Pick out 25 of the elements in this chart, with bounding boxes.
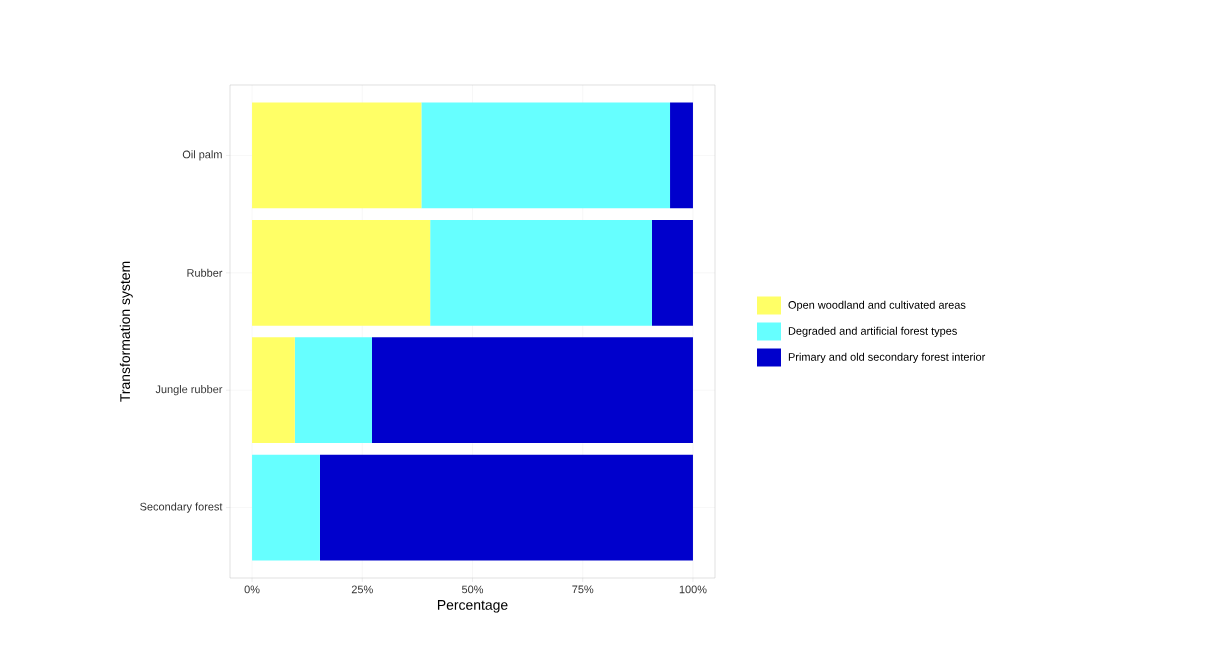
bar [430, 219, 652, 326]
y-tick-label: Secondary forest [140, 502, 223, 513]
x-tick-label: 25% [351, 585, 373, 594]
y-axis-title: Transformation system [119, 261, 133, 402]
bar [319, 454, 693, 561]
y-tick-label: Jungle rubber [155, 385, 223, 396]
x-tick-label: 50% [461, 585, 484, 594]
x-tick-label: 75% [572, 585, 594, 594]
bar [252, 102, 422, 209]
x-axis-title: Percentage [437, 600, 508, 613]
bar [252, 219, 431, 326]
bar [371, 337, 693, 444]
bar [651, 219, 693, 326]
legend-label: Degraded and artificial forest types [788, 326, 957, 337]
x-tick-label: 100% [679, 585, 707, 594]
y-tick-label: Rubber [187, 268, 223, 277]
legend-label: Primary and old secondary forest interior [788, 352, 986, 363]
bar [294, 337, 372, 444]
legend-label: Open woodland and cultivated areas [788, 300, 966, 311]
bar [421, 102, 671, 209]
bar [670, 102, 693, 209]
bar [252, 454, 320, 561]
y-tick-label: Oil palm [182, 150, 222, 161]
bar [252, 337, 295, 444]
x-tick-label: 0% [244, 585, 260, 594]
